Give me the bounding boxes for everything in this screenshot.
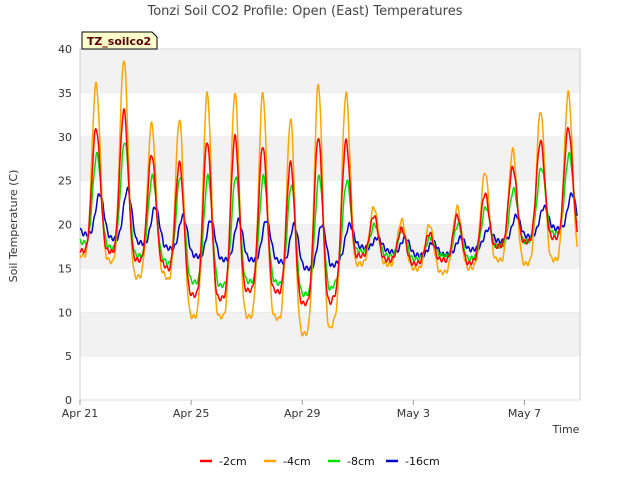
series-line-minus-2cm — [79, 108, 578, 307]
plot-band — [80, 312, 580, 357]
legend-item: -16cm — [386, 455, 440, 468]
legend-item: -8cm — [328, 455, 375, 468]
plot-band — [80, 356, 580, 400]
plot-band — [80, 92, 580, 137]
x-tick-label: Apr 25 — [173, 407, 210, 420]
x-tick-label: Apr 29 — [284, 407, 321, 420]
y-tick-label: 5 — [65, 350, 72, 363]
plot-bands — [80, 49, 580, 400]
x-tick-label: Apr 21 — [62, 407, 99, 420]
y-axis: 0 5 10 15 20 25 30 35 40 — [58, 43, 580, 407]
site-badge: TZ_soilco2 — [81, 31, 158, 50]
legend-label: -16cm — [405, 455, 440, 468]
x-axis-label: Time — [552, 423, 580, 436]
y-tick-label: 15 — [58, 262, 72, 275]
legend: -2cm -4cm -8cm -16cm — [200, 455, 440, 468]
legend-label: -8cm — [347, 455, 375, 468]
x-tick-label: May 7 — [508, 407, 541, 420]
legend-label: -2cm — [219, 455, 247, 468]
y-tick-label: 30 — [58, 131, 72, 144]
y-tick-label: 35 — [58, 87, 72, 100]
plot-band — [80, 180, 580, 225]
series-line-minus-4cm — [79, 60, 578, 337]
x-tick-label: May 3 — [397, 407, 430, 420]
series-line-minus-16cm — [79, 186, 578, 272]
legend-item: -2cm — [200, 455, 247, 468]
y-tick-label: 40 — [58, 43, 72, 56]
plot-band — [80, 136, 580, 181]
series-line-minus-8cm — [79, 142, 578, 298]
y-tick-label: 0 — [65, 394, 72, 407]
series-group — [79, 60, 578, 337]
chart-title: Tonzi Soil CO2 Profile: Open (East) Temp… — [146, 4, 462, 19]
y-axis-label: Soil Temperature (C) — [7, 170, 20, 283]
y-tick-label: 10 — [58, 306, 72, 319]
x-axis: Apr 21 Apr 25 Apr 29 May 3 May 7 — [62, 400, 541, 420]
legend-label: -4cm — [283, 455, 311, 468]
y-tick-label: 20 — [58, 219, 72, 232]
y-tick-label: 25 — [58, 175, 72, 188]
site-badge-label: TZ_soilco2 — [87, 35, 151, 48]
legend-item: -4cm — [264, 455, 311, 468]
plot-band — [80, 49, 580, 93]
